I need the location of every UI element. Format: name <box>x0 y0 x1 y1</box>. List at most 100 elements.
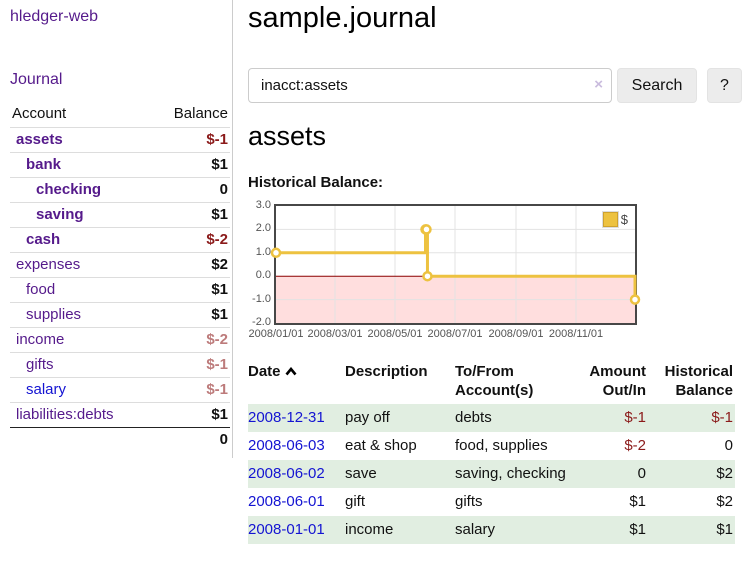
register-row: 2008-01-01 income salary $1 $1 <box>248 516 735 544</box>
account-total-balance: 0 <box>151 427 230 452</box>
account-link[interactable]: food <box>26 281 56 298</box>
register-accounts: food, supplies <box>455 437 548 454</box>
date-header-label: Date <box>248 363 281 380</box>
register-balance: $2 <box>648 460 735 488</box>
register-description: gift <box>345 493 366 510</box>
date-column-header: Date <box>248 360 345 404</box>
nav-journal-link[interactable]: Journal <box>10 71 63 88</box>
account-row: food $1 <box>10 277 230 303</box>
register-row: 2008-12-31 pay off debts $-1 $-1 <box>248 404 735 432</box>
search-input[interactable] <box>248 68 612 103</box>
account-row: checking 0 <box>10 177 230 203</box>
account-link[interactable]: saving <box>36 206 84 223</box>
register-row: 2008-06-02 save saving, checking 0 $2 <box>248 460 735 488</box>
register-date-link[interactable]: 2008-12-31 <box>248 409 325 426</box>
register-row: 2008-06-03 eat & shop food, supplies $-2 0 <box>248 432 735 460</box>
account-tree-header: Account Balance <box>10 102 230 128</box>
search-button[interactable]: Search <box>617 68 697 103</box>
account-tree: Account Balance assets $-1 bank $1 checking 0… <box>10 102 230 452</box>
legend-swatch <box>601 211 619 228</box>
account-link[interactable]: expenses <box>16 256 81 273</box>
account-row: gifts $-1 <box>10 352 230 378</box>
account-link[interactable]: checking <box>36 181 102 198</box>
account-row: supplies $1 <box>10 302 230 328</box>
register-date-link[interactable]: 2008-06-03 <box>248 437 325 454</box>
account-row: expenses $2 <box>10 252 230 278</box>
help-button[interactable]: ? <box>707 68 742 103</box>
account-link[interactable]: bank <box>26 156 62 173</box>
account-balance: $-1 <box>151 352 230 378</box>
search-box: × <box>248 68 612 103</box>
register-date-link[interactable]: 2008-06-02 <box>248 465 325 482</box>
account-total-row: 0 <box>10 427 230 452</box>
register-date-link[interactable]: 2008-01-01 <box>248 521 325 538</box>
account-link[interactable]: liabilities:debts <box>16 406 114 423</box>
register-amount: $1 <box>629 493 646 510</box>
register-description: pay off <box>345 404 455 432</box>
account-row: income $-2 <box>10 327 230 353</box>
chart-y-axis: 3.0 2.0 1.0 0.0 -1.0 -2.0 <box>248 199 271 328</box>
description-column-header: Description <box>345 363 428 380</box>
register-table: Date Description To/From Account(s) Amou… <box>248 360 735 544</box>
register-body: 2008-12-31 pay off debts $-1 $-1 2008-06-03 ea… <box>248 404 735 544</box>
register-description: eat & shop <box>345 437 417 454</box>
register-accounts: saving, checking <box>455 460 570 488</box>
account-balance: $1 <box>151 277 230 303</box>
y-axis-tick-label: -1.0 <box>252 292 271 305</box>
y-axis-tick-label: 0.0 <box>255 269 271 282</box>
account-balance: $-1 <box>151 127 230 153</box>
x-axis-tick-label: 2008/01/01 <box>248 328 304 340</box>
chart-x-axis: 2008/01/01 2008/03/01 2008/05/01 2008/07/01… <box>248 328 635 342</box>
account-row: liabilities:debts $1 <box>10 402 230 428</box>
account-link[interactable]: assets <box>16 131 63 148</box>
balance-chart: 3.0 2.0 1.0 0.0 -1.0 -2.0 $ 2008/01/01 2008/03… <box>248 196 742 348</box>
account-link[interactable]: salary <box>26 381 67 398</box>
account-balance: $2 <box>151 252 230 278</box>
y-axis-tick-label: 1.0 <box>255 245 271 258</box>
account-link[interactable]: supplies <box>26 306 82 323</box>
account-balance: 0 <box>151 177 230 203</box>
chart-title: Historical Balance: <box>248 174 384 191</box>
account-page-title: assets <box>248 121 327 151</box>
x-axis-tick-label: 2008/07/01 <box>427 328 483 340</box>
sort-ascending-icon <box>285 362 297 381</box>
account-link[interactable]: gifts <box>26 356 54 373</box>
account-total-spacer <box>10 427 152 452</box>
account-column-header: Account <box>12 105 67 122</box>
account-row: cash $-2 <box>10 227 230 253</box>
register-balance: $1 <box>648 516 735 544</box>
clear-search-icon[interactable]: × <box>594 76 603 93</box>
register-date-link[interactable]: 2008-06-01 <box>248 493 325 510</box>
register-balance: $2 <box>716 493 733 510</box>
account-row: salary $-1 <box>10 377 230 403</box>
y-axis-tick-label: 3.0 <box>255 199 271 211</box>
register-header-row: Date Description To/From Account(s) Amou… <box>248 360 735 404</box>
account-balance: $-2 <box>151 327 230 353</box>
legend-label: $ <box>620 212 628 227</box>
register-amount: $1 <box>570 516 648 544</box>
account-row: saving $1 <box>10 202 230 228</box>
chart-plot: $ <box>270 204 641 325</box>
register-amount: 0 <box>570 460 648 488</box>
account-row: assets $-1 <box>10 127 230 153</box>
account-balance: $1 <box>151 152 230 178</box>
register-description: save <box>345 460 455 488</box>
x-axis-tick-label: 2008/11/01 <box>548 328 604 340</box>
register-row: 2008-06-01 gift gifts $1 $2 <box>248 488 735 516</box>
account-link[interactable]: cash <box>26 231 61 248</box>
page-title: sample.journal <box>248 2 437 34</box>
register-balance: 0 <box>724 437 733 454</box>
account-balance: $1 <box>151 302 230 328</box>
chart-legend: $ <box>601 211 628 228</box>
register-accounts: salary <box>455 516 570 544</box>
app-title-link[interactable]: hledger-web <box>10 8 99 25</box>
x-axis-tick-label: 2008/03/01 <box>307 328 363 340</box>
register-balance: $-1 <box>648 404 735 432</box>
account-balance: $1 <box>151 402 230 428</box>
account-link[interactable]: income <box>16 331 65 348</box>
x-axis-tick-label: 2008/05/01 <box>367 328 423 340</box>
register-accounts: gifts <box>455 493 483 510</box>
x-axis-tick-label: 2008/09/01 <box>488 328 544 340</box>
account-balance: $-1 <box>151 377 230 403</box>
